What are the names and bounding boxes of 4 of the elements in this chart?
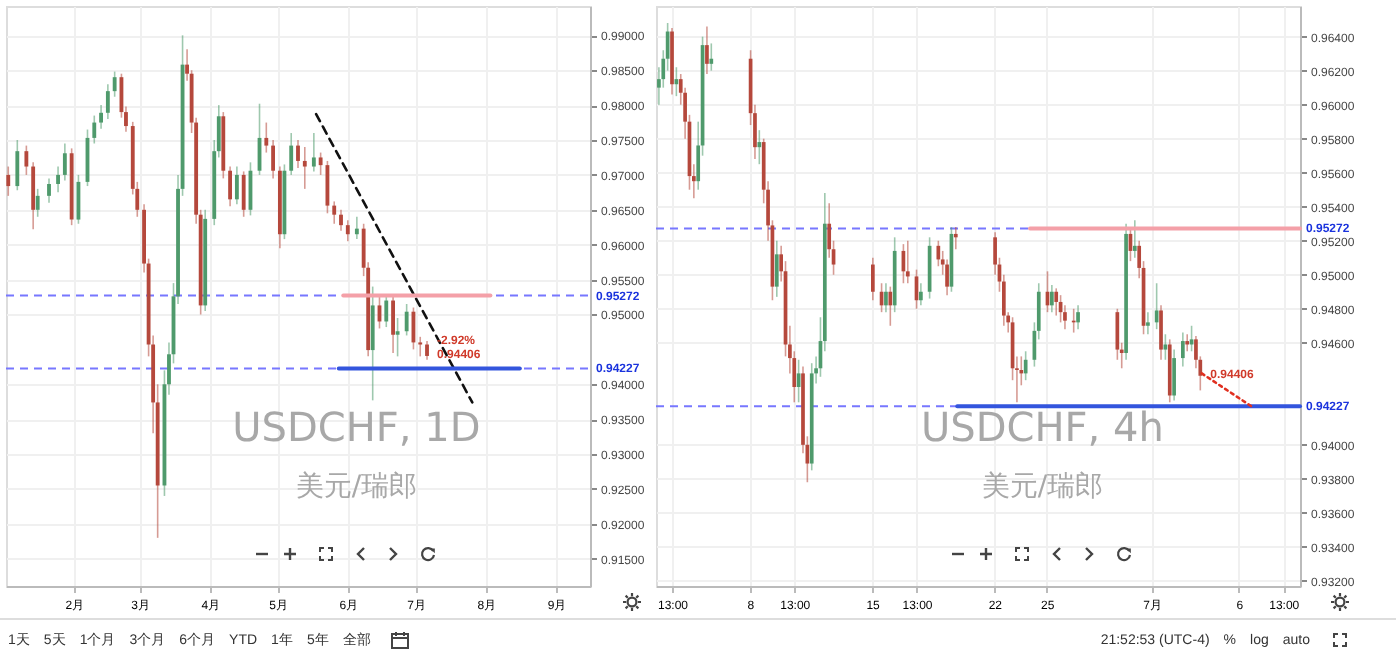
text: 美元/瑞郎 <box>981 471 1104 504</box>
text: USDCHF, 1D <box>232 403 481 452</box>
text: USDCHF, 4h <box>921 403 1164 452</box>
text: 美元/瑞郎 <box>295 471 418 504</box>
